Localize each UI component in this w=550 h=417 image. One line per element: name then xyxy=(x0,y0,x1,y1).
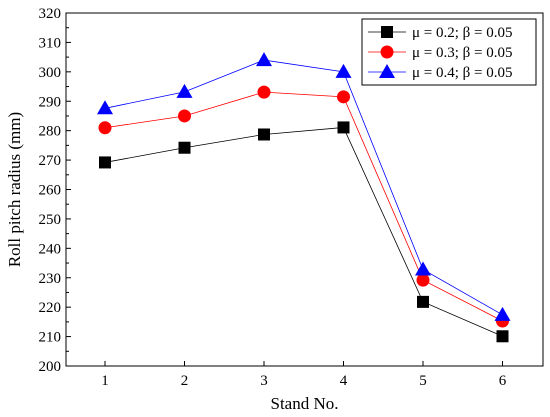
data-point xyxy=(257,85,271,99)
x-tick-label: 3 xyxy=(260,373,268,389)
data-point xyxy=(258,128,270,141)
series-line xyxy=(104,91,503,322)
data-point xyxy=(176,83,193,98)
x-tick-label: 2 xyxy=(181,373,189,389)
y-tick-label: 210 xyxy=(39,330,62,346)
series-1 xyxy=(99,121,509,343)
legend-marker xyxy=(381,26,393,38)
y-tick-label: 280 xyxy=(39,124,62,140)
data-point xyxy=(496,330,509,343)
series-line xyxy=(104,59,503,316)
data-point xyxy=(178,109,191,123)
y-tick-label: 240 xyxy=(39,241,62,257)
data-point xyxy=(337,90,350,104)
y-tick-label: 260 xyxy=(39,183,62,199)
legend-marker xyxy=(379,64,395,78)
y-tick-label: 250 xyxy=(39,212,62,228)
series-layer xyxy=(97,52,511,343)
y-tick-label: 300 xyxy=(39,65,62,81)
y-tick-label: 200 xyxy=(39,359,62,375)
legend-label: μ = 0.2; β = 0.05 xyxy=(412,25,513,41)
x-axis-title: Stand No. xyxy=(271,394,339,413)
y-tick-label: 270 xyxy=(39,153,62,169)
legend: μ = 0.2; β = 0.05 μ = 0.3; β = 0.05 μ = 0.… xyxy=(361,18,537,86)
y-tick-label: 230 xyxy=(39,271,62,287)
legend-marker xyxy=(380,45,394,59)
series-3 xyxy=(97,52,511,321)
x-tick-label: 5 xyxy=(419,373,427,389)
data-point xyxy=(337,121,350,134)
x-tick-label: 4 xyxy=(340,373,348,389)
data-point xyxy=(178,141,191,154)
legend-label: μ = 0.4; β = 0.05 xyxy=(412,65,513,81)
y-tick-label: 220 xyxy=(39,300,62,316)
data-point xyxy=(415,261,431,276)
series-2 xyxy=(98,85,509,328)
y-tick-label: 320 xyxy=(39,6,62,22)
x-axis: 1 2 3 4 5 6 xyxy=(101,361,507,389)
y-tick-label: 310 xyxy=(39,35,62,51)
y-tick-label: 290 xyxy=(39,94,62,110)
legend-label: μ = 0.3; β = 0.05 xyxy=(412,45,513,61)
data-point xyxy=(494,306,511,321)
data-point xyxy=(417,295,429,308)
x-tick-label: 1 xyxy=(101,373,109,389)
data-point xyxy=(99,156,111,169)
data-point xyxy=(256,52,272,67)
data-point xyxy=(98,121,112,135)
data-point xyxy=(335,63,352,78)
y-axis: 200 210 220 230 240 250 260 270 280 290 300 310 320 xyxy=(39,6,71,375)
data-point xyxy=(97,100,113,115)
series-line xyxy=(104,127,503,337)
x-tick-label: 6 xyxy=(499,373,507,389)
y-axis-title: Roll pitch radius (mm) xyxy=(5,112,24,267)
data-point xyxy=(416,273,430,287)
